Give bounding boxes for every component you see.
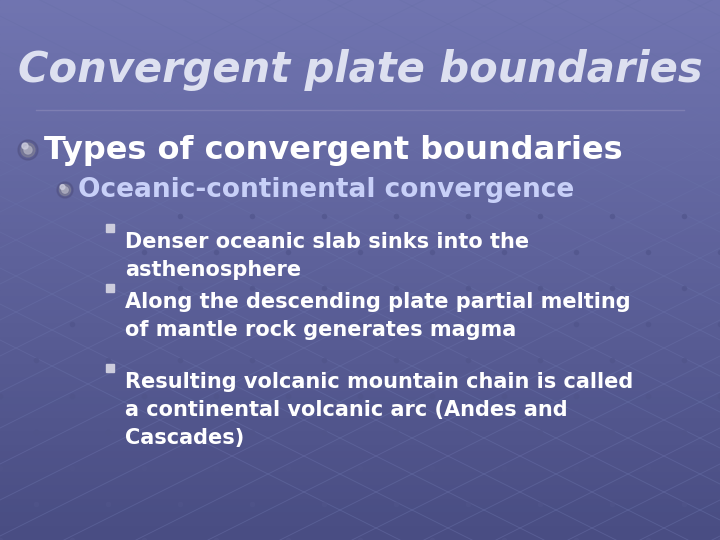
Circle shape bbox=[21, 143, 35, 157]
Bar bbox=[0, 40, 720, 47]
Bar bbox=[0, 384, 720, 391]
Bar bbox=[106, 284, 114, 292]
Bar bbox=[0, 459, 720, 465]
Bar bbox=[0, 392, 720, 399]
Bar bbox=[0, 243, 720, 249]
Bar bbox=[0, 81, 720, 87]
Bar bbox=[0, 33, 720, 40]
Bar bbox=[0, 426, 720, 432]
Bar bbox=[0, 465, 720, 472]
Bar bbox=[0, 141, 720, 149]
Bar bbox=[0, 324, 720, 330]
Bar bbox=[0, 378, 720, 384]
Bar bbox=[0, 115, 720, 122]
Circle shape bbox=[57, 182, 73, 198]
Circle shape bbox=[59, 184, 71, 195]
Bar bbox=[0, 47, 720, 54]
Bar bbox=[0, 303, 720, 310]
Bar bbox=[0, 256, 720, 263]
Bar bbox=[0, 60, 720, 68]
Bar bbox=[0, 108, 720, 115]
Bar bbox=[0, 526, 720, 534]
Bar bbox=[106, 364, 114, 372]
Text: Convergent plate boundaries: Convergent plate boundaries bbox=[18, 49, 702, 91]
Bar bbox=[0, 27, 720, 33]
Bar bbox=[0, 87, 720, 94]
Text: Along the descending plate partial melting
of mantle rock generates magma: Along the descending plate partial melti… bbox=[125, 292, 631, 340]
Bar bbox=[0, 189, 720, 195]
Bar bbox=[0, 6, 720, 14]
Bar bbox=[0, 351, 720, 357]
Bar bbox=[0, 183, 720, 189]
Bar bbox=[0, 446, 720, 453]
Bar bbox=[0, 148, 720, 156]
Bar bbox=[0, 263, 720, 270]
Bar bbox=[0, 156, 720, 162]
Bar bbox=[0, 54, 720, 60]
Bar bbox=[0, 20, 720, 27]
Circle shape bbox=[18, 140, 38, 160]
Bar bbox=[0, 480, 720, 486]
Bar bbox=[0, 176, 720, 183]
Circle shape bbox=[24, 146, 32, 154]
Bar bbox=[0, 507, 720, 513]
Bar bbox=[0, 128, 720, 135]
Bar bbox=[0, 411, 720, 418]
Bar bbox=[0, 500, 720, 507]
Bar bbox=[0, 513, 720, 519]
Bar bbox=[0, 492, 720, 500]
Bar bbox=[0, 310, 720, 317]
Bar bbox=[0, 162, 720, 168]
Bar bbox=[0, 94, 720, 102]
Bar bbox=[0, 74, 720, 81]
Bar bbox=[0, 357, 720, 364]
Bar bbox=[0, 291, 720, 297]
Bar bbox=[0, 284, 720, 291]
Bar bbox=[0, 168, 720, 176]
Bar bbox=[0, 472, 720, 480]
Bar bbox=[0, 345, 720, 351]
Bar bbox=[0, 453, 720, 459]
Bar bbox=[0, 432, 720, 438]
Bar bbox=[0, 297, 720, 303]
Bar bbox=[0, 270, 720, 276]
Bar bbox=[0, 330, 720, 338]
Bar bbox=[0, 216, 720, 222]
Text: Resulting volcanic mountain chain is called
a continental volcanic arc (Andes an: Resulting volcanic mountain chain is cal… bbox=[125, 372, 634, 448]
Bar bbox=[0, 519, 720, 526]
Circle shape bbox=[60, 185, 65, 190]
Bar bbox=[0, 230, 720, 237]
Bar bbox=[0, 68, 720, 74]
Bar bbox=[0, 534, 720, 540]
Bar bbox=[0, 122, 720, 128]
Bar bbox=[0, 438, 720, 445]
Circle shape bbox=[62, 187, 68, 193]
Bar bbox=[0, 135, 720, 141]
Bar bbox=[0, 338, 720, 345]
Bar bbox=[0, 14, 720, 20]
Bar bbox=[0, 0, 720, 6]
Circle shape bbox=[22, 143, 28, 149]
Bar bbox=[0, 276, 720, 284]
Bar bbox=[0, 209, 720, 216]
Bar bbox=[0, 372, 720, 378]
Bar bbox=[0, 486, 720, 492]
Bar bbox=[0, 317, 720, 324]
Bar bbox=[0, 364, 720, 372]
Bar bbox=[0, 202, 720, 209]
Bar bbox=[0, 418, 720, 426]
Bar bbox=[0, 237, 720, 243]
Bar bbox=[106, 224, 114, 232]
Bar bbox=[0, 195, 720, 202]
Bar bbox=[0, 102, 720, 108]
Bar bbox=[0, 405, 720, 411]
Text: Denser oceanic slab sinks into the
asthenosphere: Denser oceanic slab sinks into the asthe… bbox=[125, 232, 529, 280]
Text: Oceanic-continental convergence: Oceanic-continental convergence bbox=[78, 177, 575, 203]
Bar bbox=[0, 222, 720, 230]
Bar bbox=[0, 249, 720, 256]
Bar bbox=[0, 399, 720, 405]
Text: Types of convergent boundaries: Types of convergent boundaries bbox=[44, 134, 623, 165]
